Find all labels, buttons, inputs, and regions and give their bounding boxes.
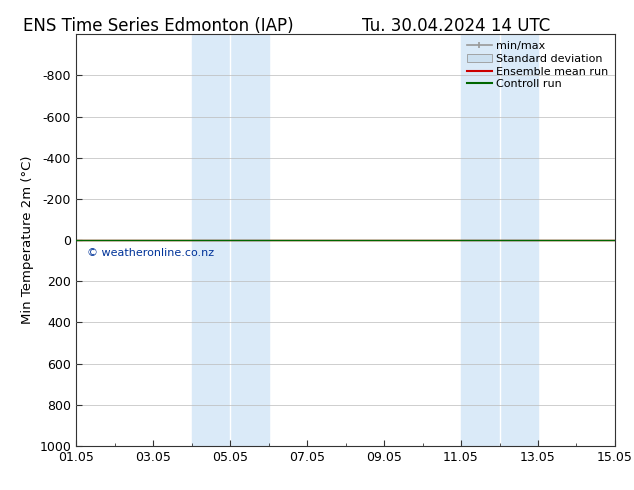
Bar bbox=[461, 34, 538, 446]
Y-axis label: Min Temperature 2m (°C): Min Temperature 2m (°C) bbox=[21, 156, 34, 324]
Text: © weatheronline.co.nz: © weatheronline.co.nz bbox=[87, 248, 214, 258]
Text: ENS Time Series Edmonton (IAP): ENS Time Series Edmonton (IAP) bbox=[23, 17, 294, 35]
Legend: min/max, Standard deviation, Ensemble mean run, Controll run: min/max, Standard deviation, Ensemble me… bbox=[463, 37, 612, 94]
Text: Tu. 30.04.2024 14 UTC: Tu. 30.04.2024 14 UTC bbox=[363, 17, 550, 35]
Bar bbox=[191, 34, 269, 446]
